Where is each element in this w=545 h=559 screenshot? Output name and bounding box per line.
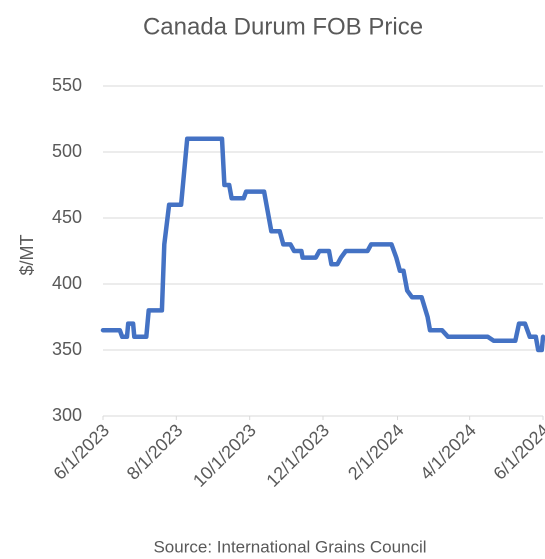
source-note: Source: International Grains Council xyxy=(153,537,426,556)
chart-title: Canada Durum FOB Price xyxy=(143,13,423,40)
y-tick-label: 350 xyxy=(52,339,82,359)
x-tick-label: 4/1/2024 xyxy=(416,420,480,484)
y-tick-label: 500 xyxy=(52,141,82,161)
y-tick-label: 550 xyxy=(52,75,82,95)
y-axis-label: $/MT xyxy=(17,234,37,275)
x-tick-label: 12/1/2023 xyxy=(262,420,333,491)
x-tick-label: 6/1/2023 xyxy=(49,420,113,484)
y-tick-label: 400 xyxy=(52,273,82,293)
x-tick-label: 6/1/2024 xyxy=(489,420,545,484)
price-line xyxy=(100,136,545,353)
y-tick-label: 300 xyxy=(52,405,82,425)
y-tick-label: 450 xyxy=(52,207,82,227)
x-tick-label: 10/1/2023 xyxy=(189,420,260,491)
x-tick-label: 2/1/2024 xyxy=(344,420,408,484)
x-tick-label: 8/1/2023 xyxy=(123,420,187,484)
